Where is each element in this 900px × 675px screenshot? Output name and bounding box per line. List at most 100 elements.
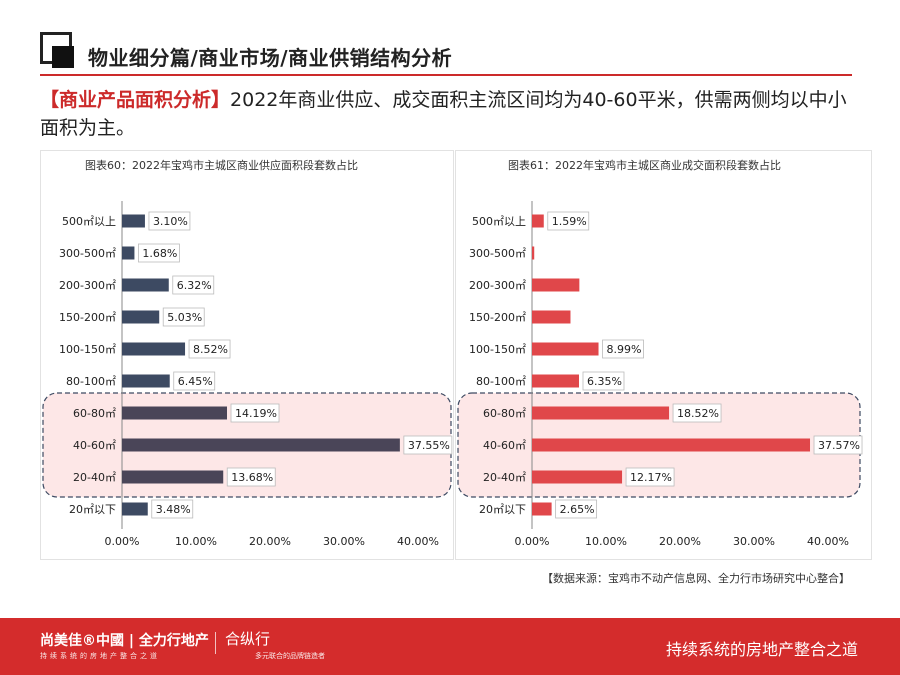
bar: [122, 374, 170, 388]
data-label: 6.35%: [587, 375, 622, 388]
category-label: 150-200㎡: [59, 311, 116, 324]
category-label: 20-40㎡: [483, 471, 526, 484]
headline-text: 2022年商业供应、成交面积主流区间均为40-60平米，供需两侧均以中小面积为主…: [40, 89, 847, 139]
data-label: 37.55%: [408, 439, 450, 452]
bar: [532, 438, 811, 452]
bar: [532, 214, 544, 228]
category-label: 40-60㎡: [73, 439, 116, 452]
data-label: 13.68%: [231, 471, 273, 484]
data-label: 12.17%: [630, 471, 672, 484]
title-logo-icon: [40, 32, 76, 68]
data-label-box: [547, 211, 590, 231]
bar: [532, 246, 535, 260]
data-label-box: [403, 435, 453, 455]
category-label: 500㎡以上: [62, 215, 116, 228]
bar: [532, 406, 670, 420]
category-label: 150-200㎡: [469, 311, 526, 324]
data-label-box: [230, 403, 280, 423]
x-tick-label: 30.00%: [733, 535, 775, 548]
data-label: 1.68%: [142, 247, 177, 260]
category-label: 200-300㎡: [59, 279, 116, 292]
footer-separator: [215, 632, 216, 654]
data-label: 3.48%: [156, 503, 191, 516]
category-label: 20㎡以下: [69, 503, 116, 516]
x-tick-label: 20.00%: [659, 535, 701, 548]
data-source: 【数据来源：宝鸡市不动产信息网、全力行市场研究中心整合】: [542, 572, 850, 585]
data-label-box: [582, 371, 625, 391]
footer-brand: 尚美佳®中國 | 全力行地产: [40, 633, 209, 649]
headline: 【商业产品面积分析】2022年商业供应、成交面积主流区间均为40-60平米，供需…: [40, 86, 860, 142]
supply-chart-title: 图表60：2022年宝鸡市主城区商业供应面积段套数占比: [85, 159, 358, 172]
x-tick-label: 0.00%: [515, 535, 550, 548]
category-label: 80-100㎡: [66, 375, 116, 388]
data-label-box: [555, 499, 598, 519]
data-label: 14.19%: [235, 407, 277, 420]
bar: [122, 502, 148, 516]
category-label: 100-150㎡: [469, 343, 526, 356]
bar: [122, 438, 400, 452]
supply-chart-panel: 图表60：2022年宝鸡市主城区商业供应面积段套数占比 500㎡以上 3.10% 3…: [40, 150, 454, 560]
category-label: 300-500㎡: [469, 247, 526, 260]
bar: [532, 502, 552, 516]
supply-chart: 500㎡以上 3.10% 300-500㎡ 1.68% 200-300㎡ 6.32% 150…: [42, 201, 453, 548]
data-label: 8.99%: [607, 343, 642, 356]
bar: [122, 310, 160, 324]
footer-bar: 尚美佳®中國 | 全力行地产 持续系统的房地产整合之道 合纵行 多元联合的品牌链…: [0, 618, 900, 675]
bar: [122, 246, 135, 260]
data-label-box: [162, 307, 205, 327]
data-label-box: [138, 243, 180, 263]
data-label: 6.45%: [178, 375, 213, 388]
category-label: 40-60㎡: [483, 439, 526, 452]
x-tick-label: 0.00%: [105, 535, 140, 548]
x-tick-label: 20.00%: [249, 535, 291, 548]
data-label: 37.57%: [818, 439, 860, 452]
footer-slogan: 持续系统的房地产整合之道: [665, 640, 858, 659]
category-label: 300-500㎡: [59, 247, 116, 260]
category-label: 200-300㎡: [469, 279, 526, 292]
x-tick-label: 30.00%: [323, 535, 365, 548]
x-tick-label: 40.00%: [397, 535, 439, 548]
data-label-box: [625, 467, 675, 487]
headline-tag: 【商业产品面积分析】: [40, 89, 231, 111]
data-label: 5.03%: [167, 311, 202, 324]
bar: [122, 470, 224, 484]
data-label: 8.52%: [193, 343, 228, 356]
page-title: 物业细分篇/商业市场/商业供销结构分析: [88, 46, 453, 70]
transaction-chart: 500㎡以上 1.59% 300-500㎡ 200-300㎡ 150-200㎡ 100-1…: [457, 201, 863, 548]
data-label-box: [813, 435, 863, 455]
category-label: 500㎡以上: [472, 215, 526, 228]
category-label: 80-100㎡: [476, 375, 526, 388]
x-tick-label: 40.00%: [807, 535, 849, 548]
bar: [122, 278, 169, 292]
data-label-box: [602, 339, 644, 359]
category-label: 20㎡以下: [479, 503, 526, 516]
data-label-box: [188, 339, 231, 359]
data-label: 18.52%: [677, 407, 719, 420]
x-tick-label: 10.00%: [175, 535, 217, 548]
bar: [532, 470, 623, 484]
data-label: 1.59%: [552, 215, 587, 228]
transaction-chart-title: 图表61：2022年宝鸡市主城区商业成交面积段套数占比: [508, 159, 781, 172]
bar: [532, 278, 580, 292]
data-label-box: [151, 499, 194, 519]
data-label: 2.65%: [560, 503, 595, 516]
bar: [532, 374, 579, 388]
category-label: 60-80㎡: [73, 407, 116, 420]
data-label-box: [672, 403, 722, 423]
bar: [122, 406, 228, 420]
transaction-chart-panel: 图表61：2022年宝鸡市主城区商业成交面积段套数占比 500㎡以上 1.59% 3…: [455, 150, 872, 560]
bar: [532, 310, 571, 324]
category-label: 100-150㎡: [59, 343, 116, 356]
footer-brand-sub: 持续系统的房地产整合之道: [40, 652, 160, 660]
bar: [122, 214, 145, 228]
title-divider: [40, 74, 852, 76]
data-label-box: [226, 467, 276, 487]
data-label: 3.10%: [153, 215, 188, 228]
category-label: 20-40㎡: [73, 471, 116, 484]
footer-brand2-sub: 多元联合的品牌链造者: [255, 652, 325, 660]
category-label: 60-80㎡: [483, 407, 526, 420]
data-label-box: [173, 371, 216, 391]
x-tick-label: 10.00%: [585, 535, 627, 548]
data-label-box: [148, 211, 191, 231]
data-label-box: [172, 275, 215, 295]
